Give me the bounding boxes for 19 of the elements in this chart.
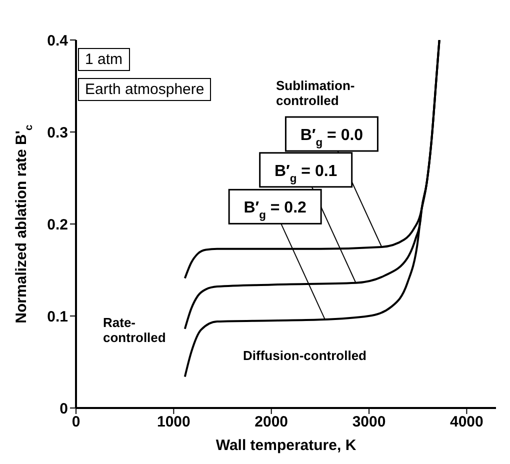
annotation: Diffusion-controlled [243, 348, 366, 363]
y-tick-label: 0.4 [47, 32, 69, 50]
x-tick-label: 2000 [254, 414, 288, 431]
y-tick-label: 0 [60, 400, 68, 418]
annotation: B′$_{g}$ = 0.2 [244, 200, 307, 222]
annotation: B′$_{g}$ = 0.1 [274, 162, 338, 185]
y-tick-label: 0.3 [47, 124, 68, 142]
annotation: Rate- controlled [103, 315, 166, 345]
y-tick-label: 0.1 [47, 308, 68, 326]
y-tick-label: 0.2 [47, 216, 68, 234]
annotation: 1 atm [78, 48, 130, 71]
x-tick-label: 0 [72, 414, 80, 431]
x-tick-label: 4000 [450, 414, 484, 431]
annotation: Earth atmosphere [78, 78, 212, 101]
x-axis-title: Wall temperature, K [216, 437, 356, 454]
x-tick-label: 3000 [352, 414, 386, 431]
annotation: Sublimation- controlled [276, 78, 355, 108]
annotation: B′$_{g}$ = 0.0 [300, 127, 364, 149]
x-tick-label: 1000 [156, 414, 190, 431]
